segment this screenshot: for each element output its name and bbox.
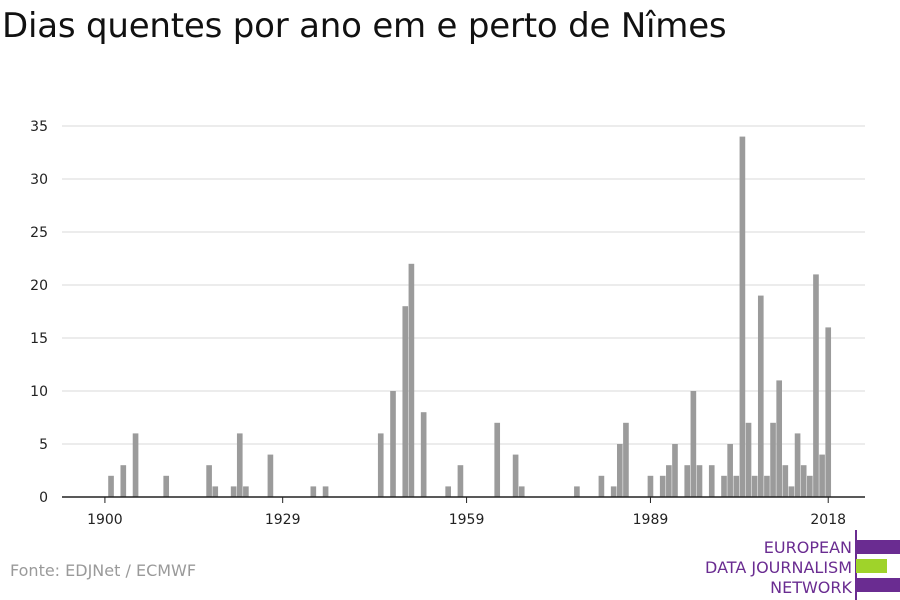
- x-tick-label: 2018: [810, 512, 846, 528]
- logo-bar-purple: [856, 578, 900, 592]
- bar: [132, 433, 139, 497]
- bar: [574, 486, 580, 497]
- bar: [598, 475, 605, 497]
- bar: [267, 454, 274, 497]
- logo-line-1: EUROPEAN: [763, 538, 852, 557]
- bars: [108, 136, 832, 497]
- bar: [721, 475, 727, 497]
- bar: [623, 422, 629, 497]
- bar: [757, 295, 764, 497]
- bar: [322, 486, 329, 497]
- bar: [236, 433, 243, 497]
- bar: [794, 433, 801, 497]
- y-tick-label: 10: [30, 384, 48, 400]
- y-tick-label: 30: [30, 172, 48, 188]
- y-tick-label: 5: [39, 437, 48, 453]
- bar: [788, 486, 795, 497]
- bar: [230, 486, 237, 497]
- x-tick-label: 1929: [265, 512, 301, 528]
- bar: [659, 475, 666, 497]
- bar: [212, 486, 219, 497]
- y-axis-labels: 0 5 10 15 20 25 30 35: [30, 119, 48, 506]
- bar: [782, 465, 789, 497]
- bar: [616, 444, 623, 497]
- y-tick-label: 25: [30, 225, 48, 241]
- logo-text: EUROPEAN DATA JOURNALISM NETWORK: [705, 538, 852, 598]
- bar: [825, 327, 832, 497]
- bar: [776, 380, 783, 497]
- x-tick-label: 1989: [633, 512, 669, 528]
- bar: [445, 486, 451, 497]
- bar: [408, 263, 415, 497]
- bar: [420, 412, 427, 497]
- bar: [494, 422, 501, 497]
- bar: [739, 136, 746, 497]
- bar: [518, 486, 525, 497]
- x-axis-labels: 1900 1929 1959 1989 2018: [87, 497, 846, 528]
- y-tick-label: 0: [39, 490, 48, 506]
- y-tick-label: 15: [30, 331, 48, 347]
- logo-bars: [856, 540, 900, 595]
- logo-bar-green: [856, 559, 887, 573]
- bar: [108, 475, 114, 497]
- bar: [310, 486, 317, 497]
- x-tick-label: 1959: [449, 512, 485, 528]
- bar-chart: 0 5 10 15 20 25 30 35 1900 1929 1959 1989 2018: [30, 119, 865, 528]
- bar: [813, 274, 819, 497]
- bar: [770, 422, 776, 497]
- bar: [745, 422, 752, 497]
- y-tick-label: 35: [30, 119, 48, 135]
- bar: [243, 486, 249, 497]
- logo-line-3: NETWORK: [770, 578, 852, 597]
- bar: [647, 475, 654, 497]
- bar: [120, 465, 127, 497]
- x-tick-label: 1900: [87, 512, 123, 528]
- logo-line-2: DATA JOURNALISM: [705, 558, 852, 577]
- bar: [807, 475, 813, 497]
- bar: [751, 475, 758, 497]
- gridlines: [62, 125, 865, 445]
- bar: [727, 444, 733, 497]
- bar: [610, 486, 617, 497]
- edjnet-logo: EUROPEAN DATA JOURNALISM NETWORK: [640, 530, 900, 600]
- bar: [512, 454, 519, 497]
- bar: [402, 306, 409, 497]
- bar: [457, 465, 464, 497]
- bar: [800, 465, 807, 497]
- bar: [163, 475, 170, 497]
- bar: [672, 444, 678, 497]
- bar: [206, 465, 212, 497]
- bar: [390, 391, 396, 497]
- bar: [690, 391, 697, 497]
- bar: [666, 465, 672, 497]
- bar: [377, 433, 384, 497]
- bar: [764, 475, 770, 497]
- logo-bar-purple: [856, 540, 900, 554]
- bar: [684, 465, 691, 497]
- chart-title: Dias quentes por ano em e perto de Nîmes: [2, 6, 727, 46]
- source-note: Fonte: EDJNet / ECMWF: [10, 561, 197, 580]
- bar: [819, 454, 825, 497]
- bar: [708, 465, 715, 497]
- bar: [733, 475, 740, 497]
- bar: [696, 465, 703, 497]
- y-tick-label: 20: [30, 278, 48, 294]
